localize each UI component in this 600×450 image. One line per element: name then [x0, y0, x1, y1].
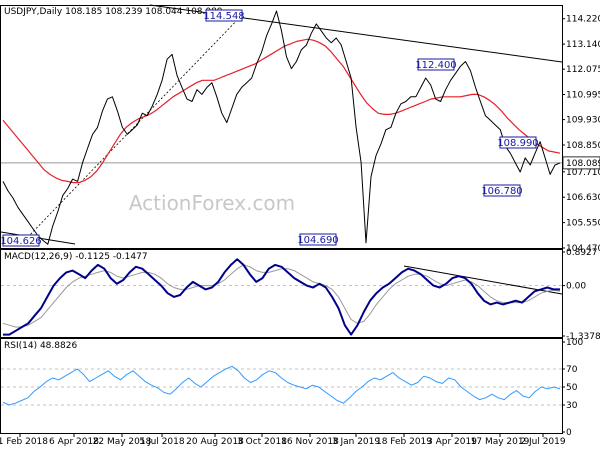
annotation-label: 104.690 [297, 235, 338, 246]
price-y-tick-label: 106.630 [566, 193, 600, 203]
annotation-box [499, 136, 537, 149]
annotation-box [417, 58, 455, 71]
symbol-title: USDJPY,Daily [4, 7, 63, 17]
macd-y-tick-label: 0.00 [566, 282, 586, 292]
rsi-y-tick-label: 0 [566, 428, 572, 438]
macd-y-axis: 0.8927 0.00 -1.3378 [562, 248, 600, 342]
macd-line [3, 258, 560, 336]
ohlc-values: 108.185 108.239 108.044 108.089 [65, 7, 223, 17]
rsi-pane-frame [0, 338, 563, 434]
x-tick-label: 16 Nov 2018 [281, 437, 339, 447]
last-price-box [562, 156, 600, 170]
x-tick-label: 5 Jul 2018 [139, 437, 184, 447]
annotation-label: 112.400 [415, 60, 456, 71]
macd-trendline [403, 265, 563, 295]
moving-average-line [2, 38, 561, 184]
price-series-group [2, 10, 561, 245]
annotation-box [483, 184, 521, 197]
macd-series-group [2, 258, 561, 336]
x-tick-label: 3 Apr 2019 [427, 437, 477, 447]
watermark-text: ActionForex.com [129, 191, 295, 215]
x-tick-label: 2 Jul 2019 [520, 437, 565, 447]
price-pane-title: USDJPY,Daily 108.185 108.239 108.044 108… [4, 7, 223, 17]
price-y-tick-label: 109.930 [566, 116, 600, 126]
rsi-y-tick-label: 70 [566, 365, 578, 375]
annotation-label: 108.990 [497, 138, 538, 149]
x-tick-label: 3 Jan 2019 [332, 437, 380, 447]
x-tick-label: 17 May 2019 [471, 437, 530, 447]
price-y-tick-label: 105.550 [566, 219, 600, 229]
annotation-label: 104.626 [0, 236, 41, 247]
x-tick-label: 6 Apr 2018 [49, 437, 99, 447]
rsi-y-tick-label: 30 [566, 401, 578, 411]
annotation-label: 114.548 [203, 11, 244, 22]
price-y-tick-label: 113.140 [566, 40, 600, 50]
dotted-uptrend-line [24, 13, 244, 241]
macd-y-tick-label: -1.3378 [566, 332, 600, 342]
x-tick-label: 21 Feb 2018 [0, 437, 48, 447]
annotation-box [205, 9, 243, 22]
price-y-tick-label: 108.850 [566, 141, 600, 151]
rsi-y-tick-label: 50 [566, 383, 578, 393]
x-tick-label: 20 Aug 2018 [186, 437, 244, 447]
price-line [2, 10, 561, 245]
price-y-tick-label: 112.075 [566, 65, 600, 75]
macd-y-tick-label: 0.8927 [566, 248, 598, 258]
macd-reference-lines [1, 265, 563, 295]
price-annotations-group: 114.548 104.626 104.690 112.400 108.990 106.7… [0, 9, 539, 247]
price-y-tick-label: 114.220 [566, 15, 600, 25]
rsi-pane-title: RSI(14) 48.8826 [4, 341, 77, 351]
rsi-series-group [2, 365, 561, 406]
price-pane-frame [0, 5, 563, 249]
annotation-box [2, 234, 40, 247]
macd-pane-title: MACD(12,26,9) -0.1125 -0.1477 [4, 252, 148, 262]
rsi-y-tick-label: 100 [566, 338, 583, 348]
x-tick-label: 22 May 2018 [93, 437, 152, 447]
price-y-tick-label: 110.995 [566, 91, 600, 101]
x-tick-label: 3 Oct 2018 [237, 437, 287, 447]
price-y-tick-label: 107.710 [566, 168, 600, 178]
annotation-box [299, 233, 337, 246]
rsi-y-axis: 100 70 50 30 0 [562, 338, 583, 438]
last-price-label: 108.089 [566, 159, 600, 169]
rsi-line [2, 365, 561, 406]
annotation-label: 106.780 [481, 186, 522, 197]
price-y-tick-label: 104.470 [566, 244, 600, 254]
macd-pane-frame [0, 249, 563, 338]
x-tick-label: 18 Feb 2019 [376, 437, 432, 447]
price-y-axis: 114.220 113.140 112.075 110.995 109.930 108.8… [562, 15, 600, 254]
